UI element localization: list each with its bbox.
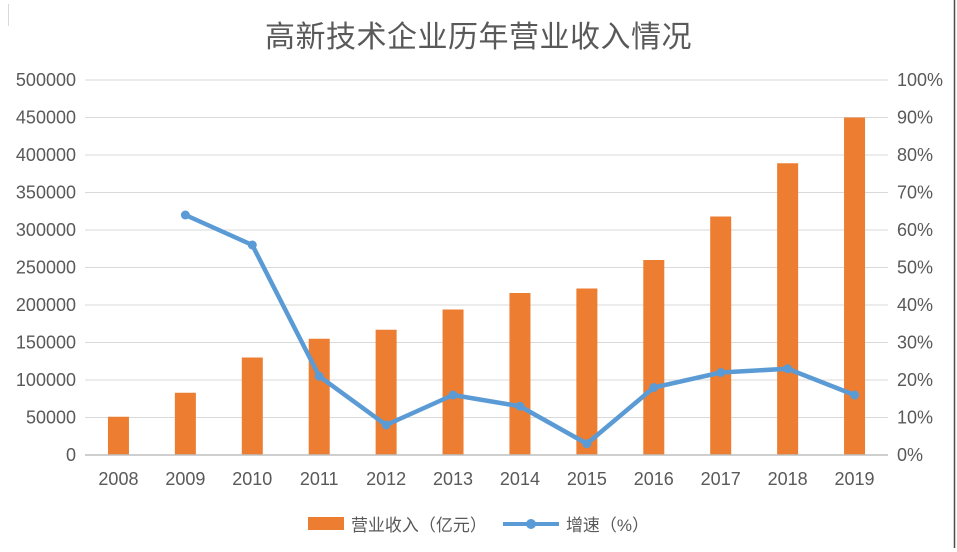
revenue-bar xyxy=(844,117,866,455)
revenue-bar xyxy=(576,288,598,455)
growth-line-marker xyxy=(783,364,793,374)
revenue-bar xyxy=(375,329,397,455)
right-axis-tick-label: 50% xyxy=(897,258,933,278)
x-axis-year-label: 2014 xyxy=(500,469,540,489)
x-axis-year-label: 2012 xyxy=(366,469,406,489)
growth-line-marker xyxy=(716,368,726,377)
revenue-bar xyxy=(308,338,330,455)
revenue-bar xyxy=(174,392,196,455)
right-axis-tick-label: 30% xyxy=(897,333,933,353)
legend-label-revenue: 营业收入（亿元） xyxy=(350,516,487,535)
x-axis-year-label: 2008 xyxy=(98,469,138,489)
right-axis-tick-label: 80% xyxy=(897,145,933,165)
growth-line-marker xyxy=(649,383,659,392)
growth-line-marker xyxy=(448,390,458,400)
legend-item-revenue: 营业收入（亿元） xyxy=(307,511,487,536)
x-axis-year-label: 2009 xyxy=(165,469,205,489)
right-axis-tick-label: 70% xyxy=(897,183,933,203)
x-axis-year-label: 2018 xyxy=(768,469,808,489)
growth-line-marker xyxy=(314,371,324,381)
left-axis-tick-label: 400000 xyxy=(16,145,76,165)
left-axis-tick-label: 450000 xyxy=(16,108,76,128)
x-axis-year-label: 2019 xyxy=(835,469,875,489)
left-edge-artifact xyxy=(8,4,9,26)
legend-line-swatch-icon xyxy=(502,518,559,529)
revenue-bar xyxy=(643,260,665,455)
left-axis-tick-label: 100000 xyxy=(16,370,76,390)
left-axis-tick-label: 200000 xyxy=(16,295,76,315)
left-axis-tick-label: 150000 xyxy=(16,333,76,353)
x-axis-year-label: 2010 xyxy=(232,469,272,489)
growth-line-marker xyxy=(515,401,525,411)
right-axis-tick-label: 20% xyxy=(897,370,933,390)
growth-line-marker xyxy=(180,210,190,220)
revenue-bar xyxy=(241,357,263,455)
revenue-bar xyxy=(710,216,732,455)
right-axis-tick-label: 90% xyxy=(897,108,933,128)
x-axis-year-label: 2015 xyxy=(567,469,607,489)
x-axis-year-label: 2016 xyxy=(634,469,674,489)
right-axis-tick-label: 60% xyxy=(897,220,933,240)
legend-label-growth: 增速（%） xyxy=(565,516,650,535)
right-axis-tick-label: 40% xyxy=(897,295,933,315)
left-axis-tick-label: 50000 xyxy=(26,408,76,428)
left-axis-tick-label: 350000 xyxy=(16,183,76,203)
legend: 营业收入（亿元） 增速（%） xyxy=(0,511,957,536)
left-axis-tick-label: 250000 xyxy=(16,258,76,278)
x-axis-year-label: 2011 xyxy=(300,469,339,489)
left-axis-tick-label: 0 xyxy=(66,445,76,465)
right-axis-tick-label: 100% xyxy=(897,70,943,90)
chart-title: 高新技术企业历年营业收入情况 xyxy=(265,21,692,54)
legend-bar-swatch-icon xyxy=(307,517,344,530)
right-axis-tick-label: 10% xyxy=(897,408,933,428)
left-axis-tick-label: 300000 xyxy=(16,220,76,240)
revenue-bar xyxy=(107,416,129,455)
revenue-bar xyxy=(509,293,531,455)
x-axis-year-label: 2013 xyxy=(433,469,473,489)
growth-line-marker xyxy=(247,240,257,250)
right-axis-tick-label: 0% xyxy=(897,445,923,465)
growth-line-marker xyxy=(381,420,391,430)
legend-item-growth: 增速（%） xyxy=(502,511,650,536)
revenue-bar xyxy=(442,309,464,455)
x-axis-year-label: 2017 xyxy=(701,469,741,489)
legend-line-marker-icon xyxy=(525,518,536,529)
left-axis-tick-label: 500000 xyxy=(16,70,76,90)
growth-line-marker xyxy=(850,390,860,400)
growth-line-marker xyxy=(582,439,592,449)
revenue-bar xyxy=(777,163,799,455)
